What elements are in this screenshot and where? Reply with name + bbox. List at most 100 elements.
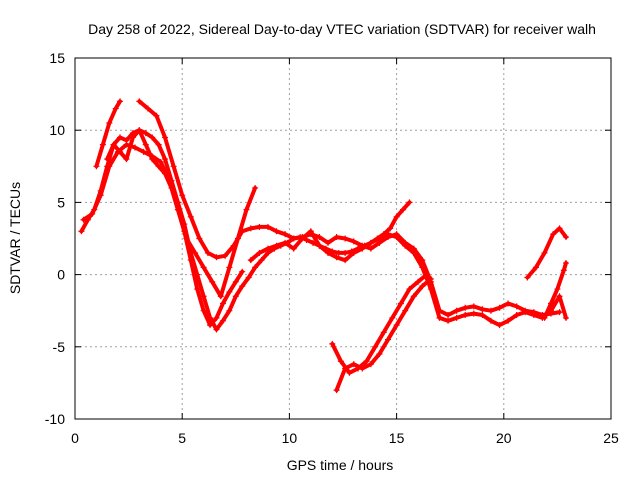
- data-point: [245, 274, 252, 281]
- data-point: [532, 264, 539, 271]
- data-point: [324, 249, 331, 256]
- data-point: [209, 278, 216, 285]
- data-point: [200, 293, 207, 300]
- data-point: [194, 286, 201, 293]
- data-point: [78, 228, 85, 235]
- data-point: [162, 134, 169, 141]
- data-point: [419, 264, 426, 271]
- data-point: [350, 249, 357, 256]
- data-point: [445, 312, 452, 319]
- data-point: [142, 130, 149, 137]
- data-point: [252, 264, 259, 271]
- data-point: [258, 257, 265, 264]
- data-point: [155, 141, 162, 148]
- data-traces: [78, 98, 569, 394]
- data-point: [252, 184, 259, 191]
- data-point: [487, 317, 494, 324]
- data-point: [181, 228, 188, 235]
- x-tick-label: 20: [496, 430, 512, 446]
- x-tick-labels: 0 5 10 15 20 25: [71, 430, 619, 446]
- x-axis-label: GPS time / hours: [287, 457, 394, 473]
- y-tick-label: -10: [45, 411, 65, 427]
- data-point: [247, 257, 254, 264]
- y-tick-labels: -10 -5 0 5 10 15: [45, 50, 65, 427]
- data-point: [389, 314, 396, 321]
- data-point: [367, 361, 374, 368]
- data-point: [333, 387, 340, 394]
- data-point: [239, 268, 246, 275]
- data-point: [560, 267, 567, 274]
- data-point: [309, 239, 316, 246]
- series-track-3: [105, 128, 245, 328]
- data-point: [419, 283, 426, 290]
- data-point: [217, 293, 224, 300]
- data-point: [436, 314, 443, 321]
- data-point: [144, 105, 151, 112]
- data-point: [196, 235, 203, 242]
- data-point: [162, 156, 169, 163]
- data-point: [230, 242, 237, 249]
- data-point: [219, 317, 226, 324]
- data-point: [335, 249, 342, 256]
- data-point: [117, 134, 124, 141]
- data-point: [264, 245, 271, 252]
- data-point: [376, 235, 383, 242]
- series-track-5: [137, 99, 562, 317]
- data-point: [155, 163, 162, 170]
- data-point: [256, 249, 263, 256]
- data-point: [380, 329, 387, 336]
- data-point: [346, 369, 353, 376]
- data-point: [410, 249, 417, 256]
- x-tick-label: 0: [71, 430, 79, 446]
- data-point: [117, 148, 124, 155]
- data-point: [142, 141, 149, 148]
- data-point: [541, 249, 548, 256]
- data-point: [316, 234, 323, 241]
- data-point: [342, 249, 349, 256]
- plot-frame: [74, 57, 612, 420]
- data-point: [363, 358, 370, 365]
- data-point: [556, 309, 563, 316]
- data-point: [462, 312, 469, 319]
- chart-title: Day 258 of 2022, Sidereal Day-to-day VTE…: [88, 21, 596, 37]
- data-point: [367, 245, 374, 252]
- data-point: [453, 314, 460, 321]
- data-point: [524, 274, 531, 281]
- data-point: [243, 206, 250, 213]
- data-point: [99, 141, 106, 148]
- data-point: [397, 300, 404, 307]
- data-point: [187, 257, 194, 264]
- data-point: [222, 252, 229, 259]
- data-point: [333, 254, 340, 261]
- series-track-8: [334, 276, 433, 393]
- data-point: [393, 213, 400, 220]
- data-point: [290, 245, 297, 252]
- data-point: [149, 134, 156, 141]
- data-point: [496, 322, 503, 329]
- data-point: [123, 156, 130, 163]
- data-point: [226, 264, 233, 271]
- data-point: [423, 271, 430, 278]
- data-point: [554, 286, 561, 293]
- data-point: [530, 312, 537, 319]
- data-point: [282, 239, 289, 246]
- data-point: [232, 293, 239, 300]
- data-point: [192, 249, 199, 256]
- data-point: [316, 242, 323, 249]
- data-point: [496, 304, 503, 311]
- data-point: [93, 163, 100, 170]
- data-point: [174, 206, 181, 213]
- data-point: [562, 260, 569, 267]
- data-point: [232, 278, 239, 285]
- data-point: [247, 225, 254, 232]
- data-point: [415, 278, 422, 285]
- data-point: [445, 317, 452, 324]
- data-point: [406, 286, 413, 293]
- data-point: [359, 365, 366, 372]
- data-point: [470, 303, 477, 310]
- data-point: [299, 235, 306, 242]
- data-point: [522, 309, 529, 316]
- data-point: [385, 231, 392, 238]
- data-point: [470, 310, 477, 317]
